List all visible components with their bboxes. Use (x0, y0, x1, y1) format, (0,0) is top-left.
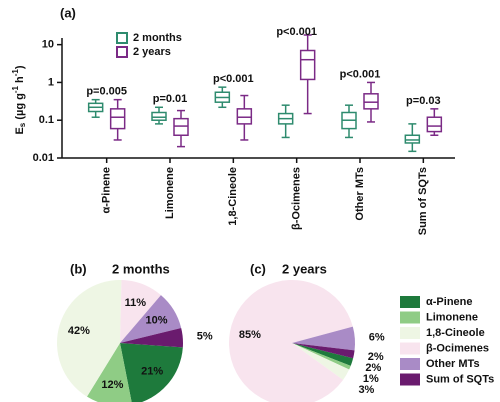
slice-label: 3% (358, 384, 374, 396)
pie-slice (56, 280, 122, 397)
legend-label: 2 months (133, 32, 182, 44)
y-label-part: -1 (11, 86, 20, 94)
legend-swatch (116, 32, 128, 44)
slice-label: 12% (101, 379, 123, 391)
slice-label: 5% (197, 330, 213, 342)
p-value: p<0.001 (340, 68, 381, 80)
pie-slice (120, 343, 183, 402)
box (109, 108, 126, 130)
legend-label: α-Pinene (426, 296, 473, 308)
pie-slice (120, 280, 161, 343)
pie-slice (292, 326, 356, 351)
x-tick-label: Sum of SQTs (417, 167, 429, 235)
legend-label: Limonene (426, 311, 478, 323)
box (151, 111, 167, 121)
legend-swatch (400, 311, 420, 324)
legend-label: 1,8-Cineole (426, 327, 485, 339)
slice-label: 6% (369, 331, 385, 343)
slice-label: 2% (365, 362, 381, 374)
pie-title: 2 years (282, 261, 327, 276)
pie-slice (86, 343, 132, 402)
pie-slice (292, 343, 354, 366)
box (363, 93, 379, 110)
slice-label: 11% (125, 297, 147, 309)
legend-label: 2 years (133, 46, 171, 58)
pie-slice (292, 343, 350, 380)
legend-label: Other MTs (426, 358, 480, 370)
panel-label: (b) (70, 261, 87, 276)
p-value: p<0.001 (276, 26, 317, 38)
box (299, 49, 316, 81)
legend-label: β-Ocimenes (426, 342, 489, 354)
y-label-part: h (14, 76, 26, 86)
x-tick-label: β-Ocimenes (291, 167, 303, 230)
slice-label: 42% (68, 325, 90, 337)
legend-swatch (400, 296, 420, 308)
y-axis-label: Es (µg g-1 h-1) (11, 65, 27, 134)
pie-title: 2 months (112, 261, 170, 276)
slice-label: 2% (368, 351, 384, 363)
pie-slice (292, 343, 351, 370)
pie-slice (292, 343, 355, 359)
panel-label: (c) (250, 261, 266, 276)
pie-slice (229, 280, 353, 402)
p-value: p=0.01 (153, 93, 188, 105)
legend-swatch (400, 358, 420, 370)
slice-label: 85% (239, 329, 261, 341)
y-tick-label: 0.01 (33, 152, 54, 164)
p-value: p=0.005 (86, 86, 127, 98)
box (236, 108, 253, 125)
pie-slice (120, 327, 183, 348)
y-tick-label: 0.1 (39, 114, 54, 126)
y-label-part: -1 (11, 69, 20, 77)
box (426, 116, 443, 133)
x-tick-label: Limonene (164, 167, 176, 219)
box (173, 117, 189, 137)
y-tick-label: 1 (48, 76, 54, 88)
x-tick-label: 1,8-Cineole (227, 167, 239, 226)
y-label-part: ) (14, 65, 26, 69)
legend-swatch (400, 373, 420, 386)
y-label-part: s (18, 122, 27, 127)
slice-label: 21% (141, 365, 163, 377)
x-tick-label: α-Pinene (101, 167, 113, 214)
panel-label: (a) (60, 5, 76, 20)
y-label-part: (µg g (14, 93, 26, 123)
slice-label: 10% (145, 314, 167, 326)
x-tick-label: Other MTs (354, 167, 366, 221)
p-value: p=0.03 (406, 95, 441, 107)
box (404, 134, 421, 144)
legend-swatch (400, 327, 420, 339)
legend-swatch (400, 342, 420, 355)
legend-label: Sum of SQTs (426, 373, 494, 385)
slice-label: 1% (363, 373, 379, 385)
y-tick-label: 10 (42, 39, 54, 51)
p-value: p<0.001 (213, 73, 254, 85)
y-label-part: E (14, 127, 26, 134)
legend-swatch (116, 46, 128, 58)
pie-slice (120, 295, 182, 343)
